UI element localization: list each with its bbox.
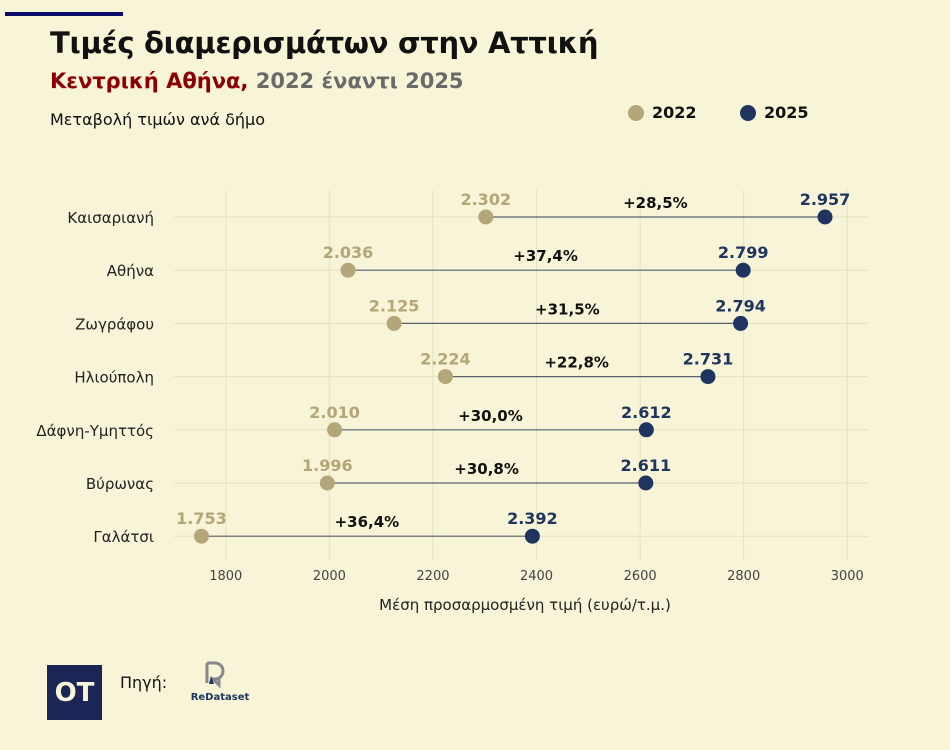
x-tick-label: 3000 (831, 569, 864, 584)
y-tick-label: Ηλιούπολη (74, 369, 154, 387)
data-label-2022: 1.753 (176, 509, 227, 528)
data-label-2025: 2.392 (507, 509, 558, 528)
redataset-logo: ReDataset (191, 661, 250, 703)
legend-label: 2022 (652, 103, 697, 122)
accent-bar (5, 12, 123, 16)
legend-label: 2025 (764, 103, 809, 122)
x-tick-label: 2600 (624, 569, 657, 584)
data-label-2025: 2.799 (718, 243, 769, 262)
y-tick-label: Γαλάτσι (93, 528, 154, 546)
point-2025 (733, 315, 749, 331)
data-label-2022: 2.224 (420, 350, 471, 369)
point-2025 (817, 209, 833, 225)
point-2022 (319, 475, 335, 491)
y-tick-label: Βύρωνας (86, 475, 154, 493)
change-label: +28,5% (623, 194, 688, 212)
data-label-2022: 1.996 (302, 456, 353, 475)
point-2025 (735, 262, 751, 278)
point-2022 (478, 209, 494, 225)
point-2025 (700, 369, 716, 385)
legend-marker-2025 (740, 104, 756, 121)
point-2025 (638, 422, 654, 438)
chart-caption: Μεταβολή τιμών ανά δήμο (50, 110, 265, 129)
subtitle-highlight: Κεντρική Αθήνα, (50, 69, 249, 93)
point-2022 (437, 369, 453, 385)
point-2022 (193, 528, 209, 544)
x-tick-label: 2000 (313, 569, 346, 584)
change-label: +31,5% (535, 300, 600, 318)
change-label: +37,4% (513, 247, 578, 265)
x-tick-label: 2800 (727, 569, 760, 584)
y-tick-label: Αθήνα (107, 262, 154, 280)
data-label-2025: 2.612 (621, 403, 672, 422)
data-label-2022: 2.010 (309, 403, 360, 422)
point-2025 (638, 475, 654, 491)
y-tick-label: Καισαριανή (67, 209, 154, 227)
point-2022 (386, 315, 402, 331)
point-2022 (327, 422, 343, 438)
x-tick-label: 2200 (416, 569, 449, 584)
change-label: +30,0% (458, 407, 523, 425)
x-tick-label: 1800 (209, 569, 242, 584)
svg-text:ReDataset: ReDataset (191, 692, 250, 703)
data-label-2025: 2.957 (800, 190, 851, 209)
ot-logo: OT (47, 665, 102, 720)
data-label-2025: 2.611 (621, 456, 672, 475)
source-label: Πηγή: (120, 673, 168, 692)
data-label-2022: 2.302 (460, 190, 511, 209)
y-tick-label: Δάφνη-Υμηττός (36, 422, 154, 440)
chart-title: Τιμές διαμερισμάτων στην Αττική (50, 26, 599, 60)
data-label-2025: 2.794 (715, 296, 766, 315)
legend-item-2025: 2025 (740, 103, 809, 122)
data-label-2022: 2.125 (369, 296, 420, 315)
chart-subtitle: Κεντρική Αθήνα, 2022 έναντι 2025 (50, 69, 464, 93)
legend-marker-2022 (628, 104, 644, 121)
data-label-2025: 2.731 (683, 350, 734, 369)
data-label-2022: 2.036 (323, 243, 374, 262)
x-tick-label: 2400 (520, 569, 553, 584)
x-axis-label: Μέση προσαρμοσμένη τιμή (ευρώ/τ.μ.) (379, 596, 671, 614)
subtitle-rest: 2022 έναντι 2025 (255, 69, 464, 93)
change-label: +30,8% (454, 460, 519, 478)
legend-item-2022: 2022 (628, 103, 697, 122)
change-label: +22,8% (544, 354, 609, 372)
change-label: +36,4% (335, 513, 400, 531)
y-tick-label: Ζωγράφου (75, 315, 154, 333)
point-2025 (524, 528, 540, 544)
point-2022 (340, 262, 356, 278)
